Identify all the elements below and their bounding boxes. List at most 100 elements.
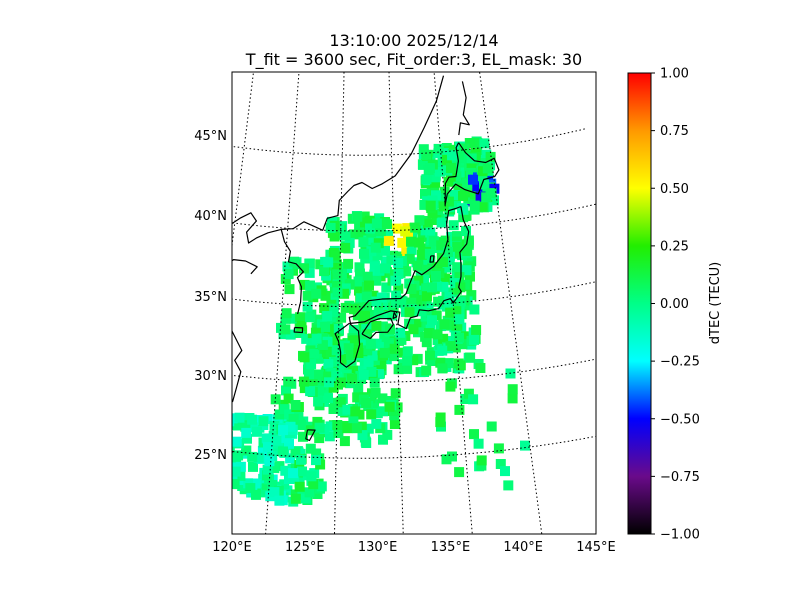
dtec-cell	[350, 335, 360, 346]
dtec-cell	[288, 414, 299, 424]
dtec-cell	[305, 443, 316, 454]
dtec-cell	[439, 148, 449, 159]
dtec-cell	[294, 481, 305, 492]
dtec-cell	[281, 385, 291, 396]
coastline	[232, 212, 282, 244]
dtec-cell	[402, 346, 413, 357]
dtec-cell	[267, 451, 278, 461]
dtec-cell	[339, 288, 350, 299]
dtec-cell	[443, 196, 454, 207]
dtec-cell	[451, 320, 462, 331]
dtec-cell	[427, 208, 438, 219]
dtec-cell	[248, 461, 258, 472]
dtec-cell	[451, 306, 462, 317]
dtec-cell	[376, 360, 387, 371]
longitude-label: 130°E	[358, 540, 398, 555]
dtec-cell	[466, 162, 477, 173]
longitude-label: 145°E	[576, 540, 616, 555]
dtec-cell	[316, 285, 327, 296]
dtec-cell	[289, 473, 300, 484]
dtec-cell	[242, 433, 252, 444]
coastline	[305, 429, 316, 442]
dtec-cell	[269, 487, 280, 498]
parallel-line	[232, 128, 587, 156]
dtec-cell	[279, 479, 290, 490]
latitude-label: 40°N	[194, 209, 227, 224]
dtec-cell	[369, 269, 380, 280]
dtec-cell	[422, 218, 433, 229]
dtec-cell	[500, 466, 510, 477]
dtec-cell	[361, 398, 372, 408]
dtec-cell	[470, 189, 480, 200]
meridian-line	[333, 72, 345, 534]
dtec-cell	[418, 159, 428, 170]
dtec-cell	[285, 329, 296, 340]
coastlines	[232, 75, 500, 455]
dtec-cell	[312, 489, 323, 499]
dtec-cell	[428, 236, 439, 247]
dtec-cell	[454, 467, 465, 478]
dtec-cell	[453, 358, 464, 369]
dtec-cell	[300, 493, 311, 504]
dtec-cell	[443, 297, 454, 308]
dtec-cell	[448, 220, 459, 231]
dtec-cell	[331, 371, 342, 381]
coastline	[361, 317, 394, 340]
dtec-cell	[479, 138, 490, 149]
dtec-cell	[309, 348, 320, 359]
dtec-cell	[331, 345, 342, 356]
dtec-cell	[281, 308, 292, 319]
dtec-cell	[296, 321, 307, 331]
dtec-cell	[319, 303, 330, 314]
dtec-cell	[454, 272, 465, 283]
dtec-cell	[232, 452, 242, 463]
coastline	[348, 205, 470, 330]
dtec-cell	[250, 478, 261, 489]
dtec-cell	[452, 231, 463, 242]
dtec-cell	[280, 324, 291, 335]
dtec-cell	[328, 306, 339, 317]
dtec-cell	[273, 435, 284, 446]
dtec-cell	[326, 318, 337, 329]
dtec-cell	[348, 229, 359, 240]
dtec-cell	[440, 273, 450, 284]
dtec-cell	[278, 425, 288, 436]
dtec-cell	[475, 363, 486, 373]
dtec-cell	[352, 310, 363, 321]
dtec-cell	[355, 293, 366, 304]
dtec-cell	[427, 263, 438, 274]
dtec-cell	[425, 200, 436, 211]
dtec-cell	[471, 325, 482, 335]
dtec-cell	[374, 369, 384, 380]
dtec-cell	[371, 418, 382, 429]
dtec-cell	[463, 194, 474, 204]
dtec-cell	[343, 343, 354, 354]
dtec-cell	[282, 485, 293, 496]
dtec-cell	[462, 178, 473, 189]
dtec-cell	[433, 296, 444, 307]
meridian-line	[232, 72, 255, 250]
dtec-cell	[393, 283, 404, 294]
dtec-cell	[397, 237, 408, 248]
dtec-cell	[401, 246, 412, 257]
colorbar	[627, 72, 652, 535]
dtec-cell	[274, 409, 285, 420]
dtec-cell	[382, 429, 393, 440]
dtec-cell	[468, 174, 478, 185]
dtec-cell	[406, 236, 416, 247]
dtec-cell	[473, 438, 484, 449]
dtec-cell	[330, 250, 341, 261]
dtec-cell	[406, 297, 417, 308]
dtec-cell	[366, 409, 377, 420]
dtec-cell	[232, 431, 233, 442]
dtec-cell	[283, 376, 294, 387]
dtec-cell	[379, 347, 390, 358]
dtec-cell	[270, 444, 281, 455]
dtec-cell	[454, 332, 464, 343]
colorbar-tick-label: −0.25	[660, 355, 700, 370]
dtec-cell	[443, 358, 454, 369]
dtec-cell	[332, 280, 342, 291]
dtec-cell	[328, 382, 339, 393]
dtec-cell	[311, 333, 322, 344]
dtec-cell	[476, 460, 487, 471]
